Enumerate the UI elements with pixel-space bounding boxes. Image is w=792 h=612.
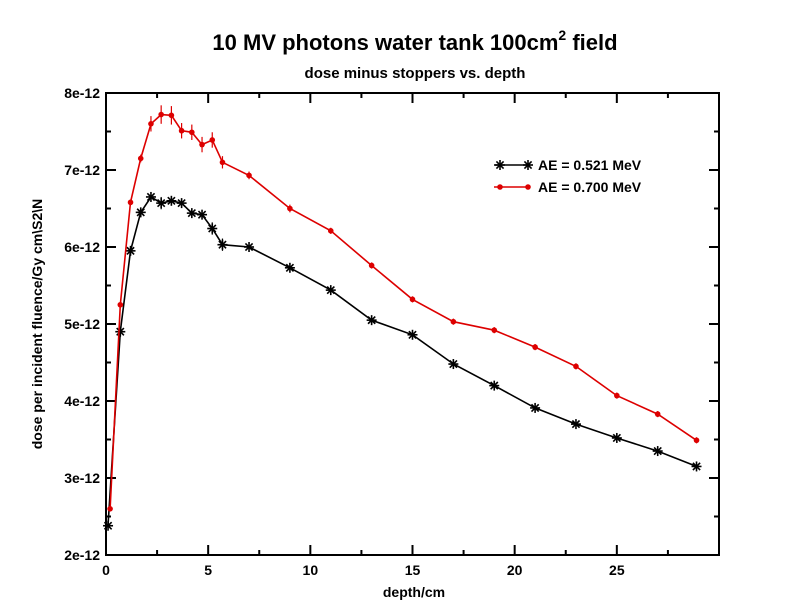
chart-title-main: 10 MV photons water tank 100cm bbox=[212, 30, 558, 55]
x-axis-label: depth/cm bbox=[383, 584, 445, 600]
data-point bbox=[691, 461, 702, 472]
data-point bbox=[448, 359, 459, 370]
legend-entry: AE = 0.521 MeV bbox=[494, 157, 642, 173]
chart-subtitle: dose minus stoppers vs. depth bbox=[305, 65, 526, 82]
chart-title-superscript: 2 bbox=[558, 27, 566, 43]
y-tick-label: 6e-12 bbox=[64, 239, 100, 255]
y-tick-label: 8e-12 bbox=[64, 85, 100, 101]
legend-marker bbox=[495, 160, 505, 170]
legend-marker bbox=[525, 184, 531, 190]
data-point bbox=[530, 402, 541, 413]
data-point bbox=[246, 172, 252, 179]
legend-entry: AE = 0.700 MeV bbox=[494, 179, 642, 195]
data-point bbox=[287, 205, 293, 212]
y-tick-label: 4e-12 bbox=[64, 393, 100, 409]
data-point bbox=[145, 191, 156, 202]
data-point bbox=[614, 392, 620, 399]
series-1 bbox=[103, 191, 702, 531]
data-point bbox=[570, 419, 581, 430]
legend-marker bbox=[523, 160, 533, 170]
data-point bbox=[207, 223, 218, 234]
data-point bbox=[327, 228, 334, 234]
data-point bbox=[168, 112, 175, 119]
y-axis-label: dose per incident fluence/Gy cm\S2\N bbox=[29, 199, 45, 450]
axis-ticks: 0 5 10 15 20 25 2e-12 3e-12 4e-12 5e-12 6e-12 7e-12… bbox=[64, 85, 719, 578]
data-point bbox=[368, 262, 375, 269]
data-point bbox=[217, 239, 228, 250]
series-2 bbox=[107, 105, 700, 512]
data-point bbox=[532, 344, 538, 350]
data-point bbox=[325, 285, 336, 296]
data-point bbox=[158, 111, 164, 118]
data-point bbox=[489, 380, 500, 391]
data-point bbox=[652, 446, 663, 457]
y-tick-label: 5e-12 bbox=[64, 316, 100, 332]
series-layer bbox=[103, 105, 702, 531]
data-point bbox=[611, 432, 622, 443]
data-point bbox=[693, 437, 700, 444]
chart-title-suffix: field bbox=[566, 30, 617, 55]
series-line bbox=[107, 195, 697, 526]
data-point bbox=[186, 208, 197, 219]
x-tick-label: 25 bbox=[609, 562, 625, 578]
x-tick-label: 15 bbox=[405, 562, 421, 578]
data-point bbox=[117, 301, 124, 308]
data-point bbox=[127, 199, 134, 206]
legend-label: AE = 0.521 MeV bbox=[538, 157, 642, 173]
data-point bbox=[156, 198, 167, 209]
data-point bbox=[135, 207, 146, 218]
data-point bbox=[107, 506, 113, 512]
data-point bbox=[178, 127, 185, 134]
data-point bbox=[366, 315, 377, 326]
x-tick-label: 10 bbox=[303, 562, 319, 578]
data-point bbox=[148, 121, 154, 127]
data-point bbox=[125, 245, 136, 256]
data-point bbox=[244, 242, 255, 252]
data-point bbox=[115, 326, 126, 337]
legend-label: AE = 0.700 MeV bbox=[538, 179, 642, 195]
data-point bbox=[654, 411, 661, 417]
data-point bbox=[103, 520, 114, 531]
y-tick-label: 2e-12 bbox=[64, 547, 100, 563]
y-tick-label: 7e-12 bbox=[64, 162, 100, 178]
x-tick-label: 5 bbox=[204, 562, 212, 578]
legend-marker bbox=[497, 184, 503, 190]
chart-title: 10 MV photons water tank 100cm2 field bbox=[212, 27, 617, 55]
data-point bbox=[219, 159, 226, 166]
data-point bbox=[284, 262, 295, 273]
data-point bbox=[573, 363, 579, 370]
data-point bbox=[409, 296, 416, 303]
legend: AE = 0.521 MeV AE = 0.700 MeV bbox=[494, 157, 642, 195]
data-point bbox=[491, 327, 498, 333]
data-point bbox=[166, 195, 177, 206]
data-point bbox=[137, 155, 144, 162]
data-point bbox=[450, 318, 457, 325]
series-line bbox=[109, 113, 697, 509]
data-point bbox=[189, 129, 195, 136]
data-point bbox=[407, 329, 418, 340]
y-tick-label: 3e-12 bbox=[64, 470, 100, 486]
data-point bbox=[176, 198, 187, 209]
x-tick-label: 0 bbox=[102, 562, 110, 578]
x-tick-label: 20 bbox=[507, 562, 523, 578]
data-point bbox=[209, 137, 216, 143]
data-point bbox=[199, 141, 205, 148]
data-point bbox=[197, 209, 208, 220]
